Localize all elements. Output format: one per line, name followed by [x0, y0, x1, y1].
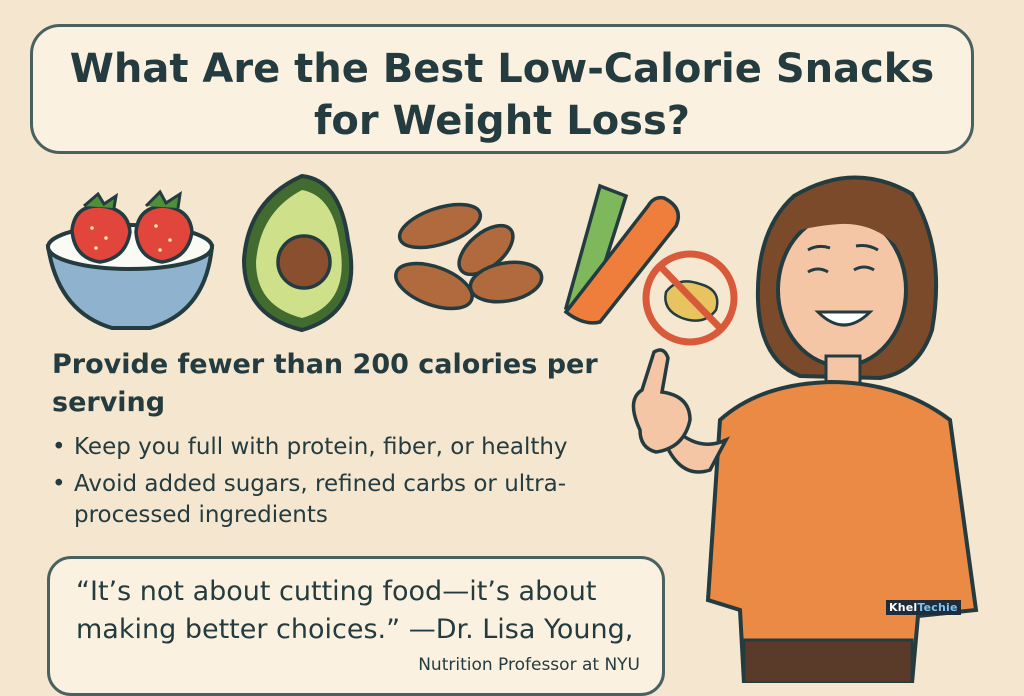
bullet-marker: •: [52, 471, 66, 497]
bullet-text: Avoid added sugars, refined carbs or ult…: [74, 471, 567, 528]
no-chips-icon: [642, 250, 738, 346]
strawberry-yogurt-bowl-icon: [45, 189, 215, 330]
title-box: What Are the Best Low-Calorie Snacks for…: [30, 24, 974, 154]
watermark-accent: Techie: [917, 601, 958, 614]
quote-attribution: Nutrition Professor at NYU: [418, 655, 640, 675]
headline: Provide fewer than 200 calories per serv…: [52, 349, 598, 418]
list-item: • Avoid added sugars, refined carbs or ul…: [52, 469, 652, 531]
bullet-text: Keep you full with protein, fiber, or he…: [74, 434, 568, 460]
quote-text: “It’s not about cutting food—it’s about …: [76, 576, 634, 645]
quote-box: “It’s not about cutting food—it’s about …: [47, 556, 665, 696]
bullet-marker: •: [52, 434, 66, 460]
watermark-main: Khel: [889, 601, 918, 614]
page-title: What Are the Best Low-Calorie Snacks for…: [69, 46, 935, 144]
bullet-list: • Keep you full with protein, fiber, or h…: [52, 432, 652, 537]
avocado-icon: [241, 173, 354, 333]
almonds-icon: [394, 202, 544, 311]
watermark-logo: KhelTechie: [886, 600, 961, 615]
list-item: • Keep you full with protein, fiber, or h…: [52, 432, 652, 463]
celery-carrot-sticks-icon: [563, 183, 680, 325]
